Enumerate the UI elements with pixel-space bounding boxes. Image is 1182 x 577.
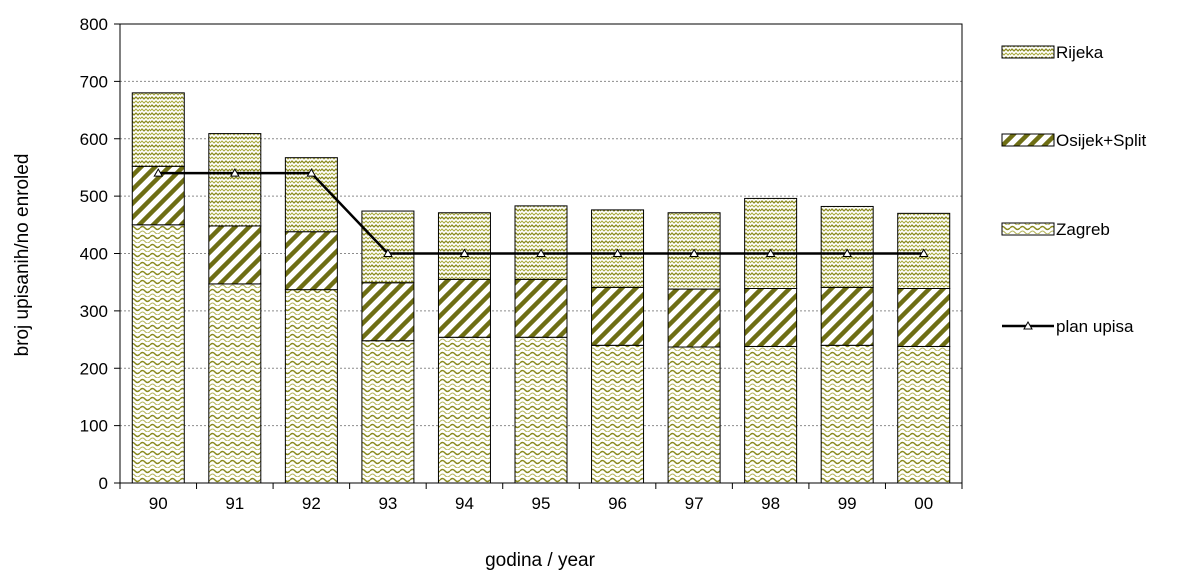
- plan-upisa-point: [153, 168, 164, 177]
- x-tick-label: 91: [225, 494, 244, 513]
- bar-osijek-split-98: [744, 287, 798, 347]
- x-tick-label: 95: [532, 494, 551, 513]
- bar-zagreb-93: [361, 340, 415, 484]
- y-tick-label: 100: [80, 417, 108, 436]
- bar-zagreb-92: [284, 289, 338, 484]
- y-tick-label: 300: [80, 302, 108, 321]
- bar-osijek-split-92: [284, 231, 338, 291]
- y-tick-label: 400: [80, 245, 108, 264]
- bar-osijek-split-96: [591, 286, 645, 346]
- bar-osijek-split-94: [437, 278, 491, 338]
- bar-osijek-split-93: [361, 282, 415, 342]
- bar-zagreb-95: [514, 336, 568, 484]
- bar-osijek-split-00: [897, 287, 951, 347]
- x-tick-label: 99: [838, 494, 857, 513]
- y-tick-label: 600: [80, 130, 108, 149]
- x-tick-label: 92: [302, 494, 321, 513]
- bar-rijeka-90: [131, 92, 185, 167]
- bar-zagreb-91: [208, 283, 262, 484]
- y-tick-label: 500: [80, 187, 108, 206]
- plan-upisa-point: [612, 248, 623, 257]
- bar-osijek-split-95: [514, 278, 568, 338]
- legend-label-zagreb: Zagreb: [1056, 220, 1110, 239]
- bar-osijek-split-91: [208, 225, 262, 285]
- plan-upisa-point: [306, 168, 317, 177]
- bar-zagreb-00: [897, 345, 951, 484]
- y-tick-label: 700: [80, 72, 108, 91]
- plan-upisa-point: [383, 248, 393, 257]
- x-tick-label: 98: [761, 494, 780, 513]
- x-tick-label: 96: [608, 494, 627, 513]
- y-axis-ticks: 0 100 200 300 400 500 600 700 800: [80, 15, 120, 493]
- legend-swatch-zagreb: [1001, 222, 1055, 236]
- bar-rijeka-99: [820, 205, 874, 288]
- y-tick-label: 800: [80, 15, 108, 34]
- bar-rijeka-91: [208, 133, 262, 227]
- bar-zagreb-90: [131, 224, 185, 484]
- bar-osijek-split-99: [820, 286, 874, 346]
- bar-zagreb-96: [591, 344, 645, 484]
- plan-upisa-point: [229, 168, 240, 177]
- bar-zagreb-97: [667, 346, 721, 484]
- plan-upisa-point: [842, 248, 853, 257]
- legend-swatch-rijeka: [1001, 45, 1055, 59]
- x-tick-label: 97: [685, 494, 704, 513]
- legend-label-plan-upisa: plan upisa: [1056, 317, 1134, 336]
- bars: [131, 92, 951, 484]
- y-tick-label: 0: [99, 474, 108, 493]
- legend-marker-plan-upisa: [1023, 320, 1033, 330]
- x-axis-title: godina / year: [485, 550, 596, 571]
- plan-upisa-point: [459, 248, 470, 257]
- y-axis-title: broj upisanih/no enroled: [12, 154, 33, 357]
- x-tick-label: 93: [378, 494, 397, 513]
- plan-line: [153, 168, 929, 257]
- legend-label-osijek-split: Osijek+Split: [1056, 131, 1147, 150]
- legend-swatch-osijek-split: [1001, 133, 1055, 147]
- x-tick-label: 00: [914, 494, 933, 513]
- bar-rijeka-94: [437, 212, 491, 280]
- bar-rijeka-93: [361, 210, 415, 284]
- plan-upisa-point: [536, 248, 546, 257]
- bar-rijeka-98: [744, 197, 798, 289]
- plan-upisa-point: [689, 248, 699, 257]
- x-tick-label: 94: [455, 494, 474, 513]
- bar-rijeka-95: [514, 205, 568, 280]
- bar-zagreb-99: [820, 344, 874, 484]
- y-tick-label: 200: [80, 359, 108, 378]
- x-tick-label: 90: [149, 494, 168, 513]
- bar-zagreb-98: [744, 345, 798, 484]
- x-axis-ticks: 90 91 92 93 94 95 96 97 98 99 00: [119, 483, 963, 513]
- legend-label-rijeka: Rijeka: [1056, 43, 1104, 62]
- bar-osijek-split-97: [667, 288, 721, 348]
- bar-zagreb-94: [437, 336, 491, 484]
- legend: Rijeka Osijek+Split Zagreb plan upisa: [1001, 43, 1147, 336]
- plan-upisa-point: [918, 248, 929, 257]
- plan-upisa-point: [765, 248, 776, 257]
